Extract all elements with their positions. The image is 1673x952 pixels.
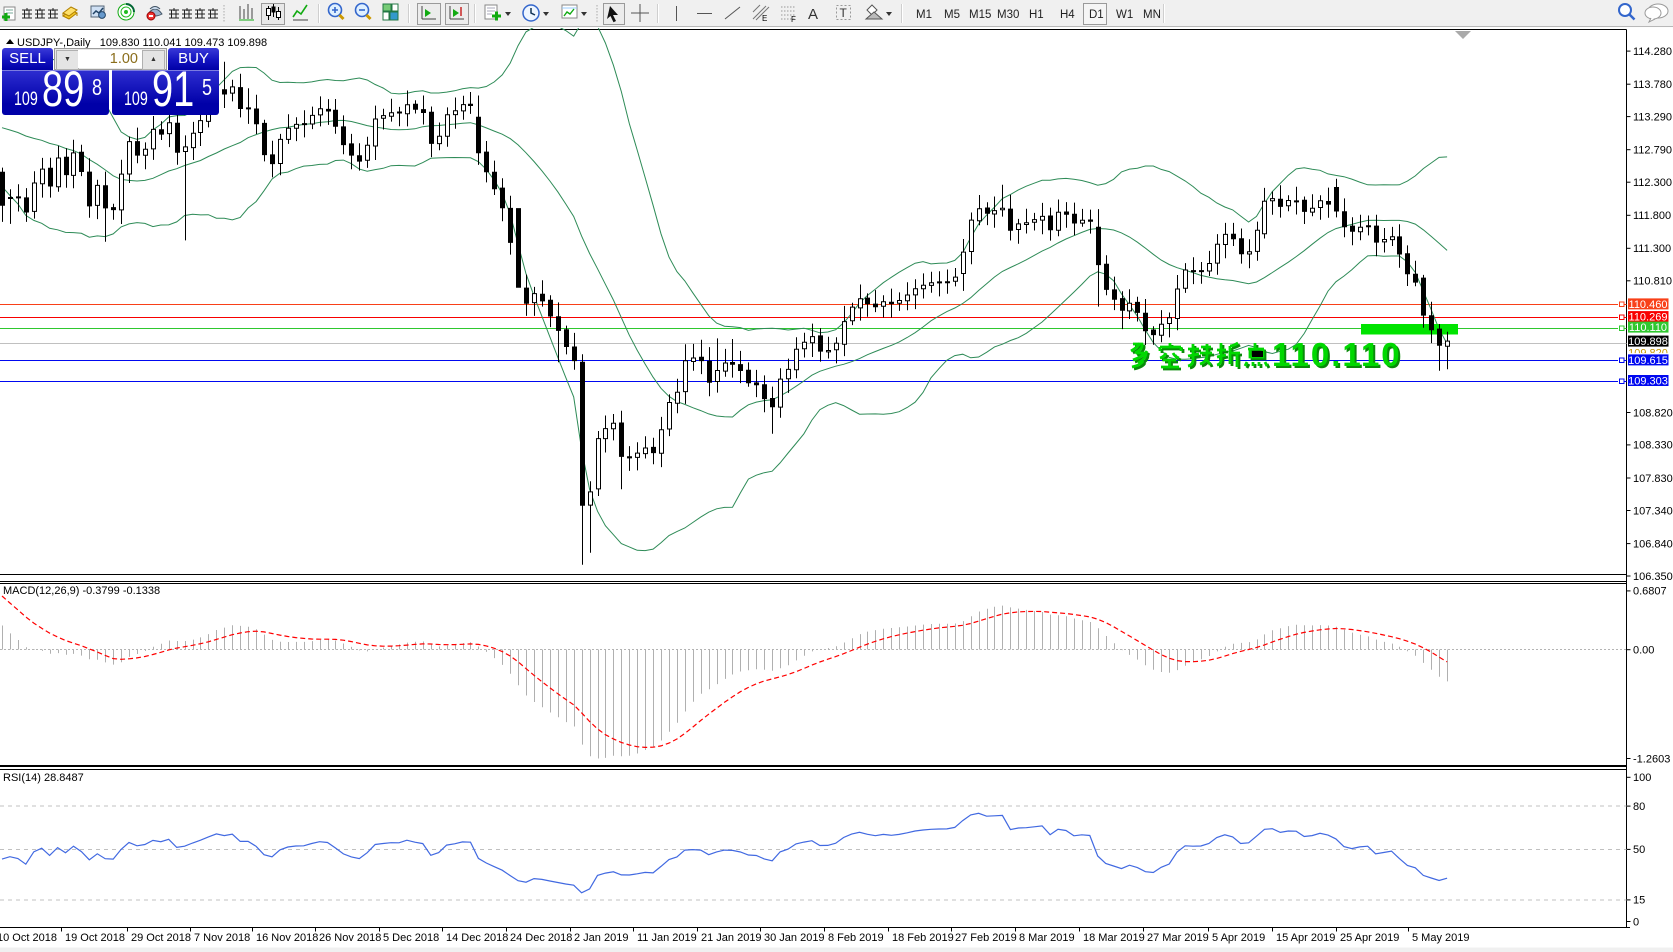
svg-text:111.300: 111.300: [1633, 243, 1671, 255]
svg-text:106.350: 106.350: [1633, 571, 1673, 583]
svg-text:109.615: 109.615: [1628, 355, 1668, 367]
svg-text:15 Apr 2019: 15 Apr 2019: [1276, 932, 1335, 944]
svg-text:109.820: 109.820: [1628, 347, 1668, 359]
svg-text:5 Dec 2018: 5 Dec 2018: [383, 932, 439, 944]
svg-text:24 Dec 2018: 24 Dec 2018: [510, 932, 572, 944]
svg-text:16 Nov 2018: 16 Nov 2018: [256, 932, 318, 944]
svg-text:M15: M15: [969, 9, 991, 21]
svg-text:100: 100: [1633, 772, 1651, 784]
svg-text:0: 0: [1633, 916, 1639, 928]
svg-text:112.790: 112.790: [1633, 145, 1672, 157]
svg-text:26 Nov 2018: 26 Nov 2018: [319, 932, 381, 944]
svg-text:112.300: 112.300: [1633, 177, 1672, 189]
svg-text:19 Oct 2018: 19 Oct 2018: [65, 932, 125, 944]
svg-text:-1.2603: -1.2603: [1633, 753, 1670, 765]
svg-text:11 Jan 2019: 11 Jan 2019: [637, 932, 697, 944]
svg-text:108.330: 108.330: [1633, 440, 1673, 452]
svg-text:M30: M30: [997, 9, 1019, 21]
svg-text:110.110: 110.110: [1274, 338, 1404, 375]
svg-text:110.460: 110.460: [1629, 299, 1668, 311]
svg-text:18 Mar 2019: 18 Mar 2019: [1083, 932, 1145, 944]
svg-text:0.00: 0.00: [1633, 645, 1654, 657]
svg-text:M5: M5: [944, 9, 960, 21]
svg-text:29 Oct 2018: 29 Oct 2018: [131, 932, 191, 944]
svg-text:15: 15: [1633, 895, 1645, 907]
svg-text:USDJPY-,Daily 109.830 110.04: USDJPY-,Daily 109.830 110.041 109.473 10…: [17, 37, 267, 49]
svg-text:110.810: 110.810: [1633, 276, 1672, 288]
svg-text:MN: MN: [1143, 9, 1161, 21]
svg-text:8 Feb 2019: 8 Feb 2019: [828, 932, 884, 944]
svg-text:0.6807: 0.6807: [1633, 586, 1667, 598]
svg-text:7 Nov 2018: 7 Nov 2018: [194, 932, 250, 944]
svg-text:RSI(14) 28.8487: RSI(14) 28.8487: [3, 772, 84, 784]
svg-text:27 Feb 2019: 27 Feb 2019: [955, 932, 1017, 944]
svg-text:107.830: 107.830: [1633, 473, 1673, 485]
svg-text:5 Apr 2019: 5 Apr 2019: [1212, 932, 1265, 944]
svg-text:T: T: [840, 6, 848, 20]
svg-text:109.303: 109.303: [1628, 375, 1668, 387]
svg-text:111.800: 111.800: [1633, 210, 1671, 222]
svg-text:5 May 2019: 5 May 2019: [1412, 932, 1469, 944]
svg-text:30 Jan 2019: 30 Jan 2019: [764, 932, 825, 944]
svg-text:108.820: 108.820: [1633, 407, 1673, 419]
svg-text:114.280: 114.280: [1633, 46, 1672, 58]
svg-text:107.340: 107.340: [1633, 505, 1673, 517]
svg-text:A: A: [808, 6, 818, 23]
svg-text:H1: H1: [1029, 9, 1044, 21]
svg-text:113.290: 113.290: [1633, 111, 1672, 123]
svg-text:2 Jan 2019: 2 Jan 2019: [574, 932, 628, 944]
svg-text:MACD(12,26,9) -0.3799 -0.1338: MACD(12,26,9) -0.3799 -0.1338: [3, 585, 160, 597]
svg-text:18 Feb 2019: 18 Feb 2019: [892, 932, 954, 944]
svg-text:113.780: 113.780: [1633, 79, 1672, 91]
svg-text:25 Apr 2019: 25 Apr 2019: [1340, 932, 1399, 944]
svg-text:10 Oct 2018: 10 Oct 2018: [0, 932, 57, 944]
svg-text:14 Dec 2018: 14 Dec 2018: [446, 932, 508, 944]
svg-text:21 Jan 2019: 21 Jan 2019: [701, 932, 762, 944]
svg-text:109.898: 109.898: [1628, 336, 1668, 348]
svg-text:27 Mar 2019: 27 Mar 2019: [1147, 932, 1209, 944]
svg-text:110.269: 110.269: [1629, 312, 1668, 324]
svg-text:80: 80: [1633, 801, 1645, 813]
svg-text:8 Mar 2019: 8 Mar 2019: [1019, 932, 1075, 944]
svg-text:E: E: [762, 14, 767, 23]
svg-text:M1: M1: [916, 9, 932, 21]
svg-text:F: F: [791, 15, 796, 24]
svg-text:W1: W1: [1116, 9, 1133, 21]
svg-text:110.110: 110.110: [1629, 322, 1667, 334]
svg-text:110.110: 110.110: [1272, 336, 1402, 373]
svg-text:D1: D1: [1089, 9, 1104, 21]
svg-text:106.840: 106.840: [1633, 538, 1673, 550]
svg-text:50: 50: [1633, 844, 1645, 856]
svg-text:H4: H4: [1060, 9, 1075, 21]
